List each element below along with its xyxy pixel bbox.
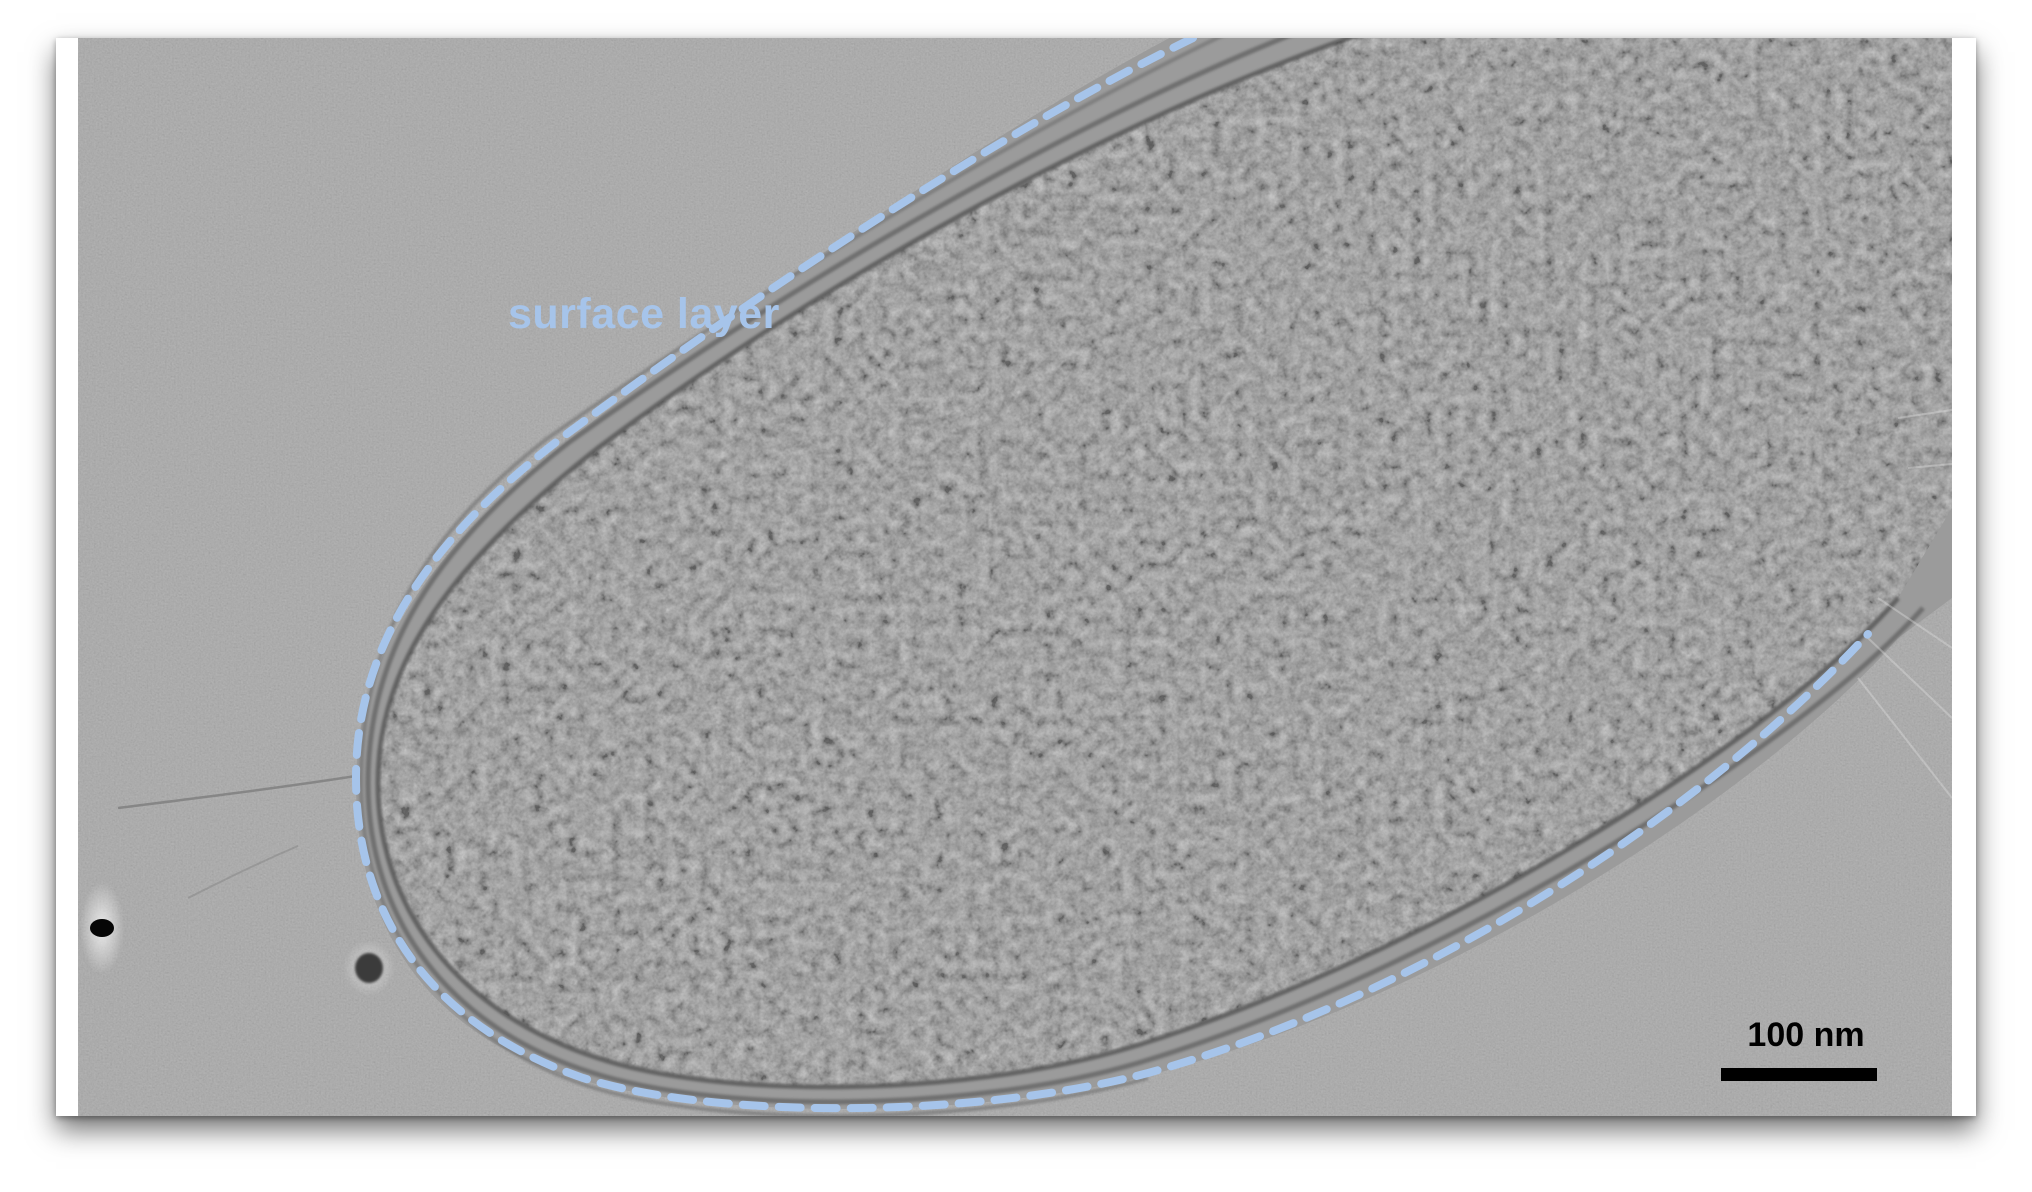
- micrograph-image: [78, 38, 1952, 1116]
- scale-bar: [1721, 1068, 1877, 1081]
- surface-layer-label: surface layer: [508, 290, 780, 338]
- image-frame: surface layer 100 nm: [56, 38, 1976, 1116]
- cryo-em-micrograph: [78, 38, 1952, 1116]
- scale-bar-label: 100 nm: [1747, 1016, 1865, 1054]
